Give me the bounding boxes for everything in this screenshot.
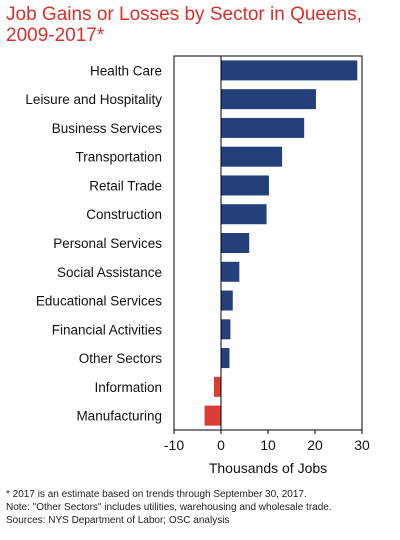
bar [221, 261, 240, 282]
footnote-sources: Sources: NYS Department of Labor; OSC an… [6, 515, 230, 526]
x-axis-label: Thousands of Jobs [209, 460, 327, 476]
plot-frame [173, 55, 363, 431]
bar [221, 290, 233, 311]
bar [204, 405, 221, 426]
x-tick-label: 30 [354, 437, 370, 453]
bar [221, 60, 358, 81]
bar [213, 376, 221, 397]
category-label: Construction [86, 207, 162, 222]
bar [221, 89, 316, 110]
bar [221, 319, 231, 340]
category-label: Health Care [90, 63, 162, 78]
category-label: Social Assistance [57, 265, 162, 280]
bar [221, 348, 230, 369]
bar [221, 204, 267, 225]
footnote-estimate: * 2017 is an estimate based on trends th… [6, 489, 307, 500]
category-label: Financial Activities [52, 322, 163, 337]
category-label: Transportation [75, 150, 162, 165]
x-tick-label: 0 [217, 437, 225, 453]
bar [221, 175, 269, 196]
x-tick-label: -10 [164, 437, 184, 453]
x-tick-label: 20 [307, 437, 323, 453]
category-label: Manufacturing [76, 409, 162, 424]
bar [221, 233, 250, 253]
category-label: Business Services [52, 121, 163, 136]
category-label: Educational Services [36, 294, 162, 309]
bar-chart: Health Care Leisure and Hospitality Busine… [25, 55, 370, 476]
category-label: Information [94, 380, 162, 395]
footnotes: * 2017 is an estimate based on trends th… [6, 488, 398, 527]
footnote-other-sectors: Note: "Other Sectors" includes utilities… [6, 502, 332, 513]
chart-title: Job Gains or Losses by Sector in Queens,… [6, 4, 362, 46]
bar [221, 146, 283, 167]
category-label: Retail Trade [89, 178, 162, 193]
category-label: Other Sectors [79, 351, 163, 366]
category-label: Personal Services [53, 236, 162, 251]
x-tick-label: 10 [260, 437, 276, 453]
bar [221, 117, 305, 138]
category-label: Leisure and Hospitality [25, 92, 162, 107]
